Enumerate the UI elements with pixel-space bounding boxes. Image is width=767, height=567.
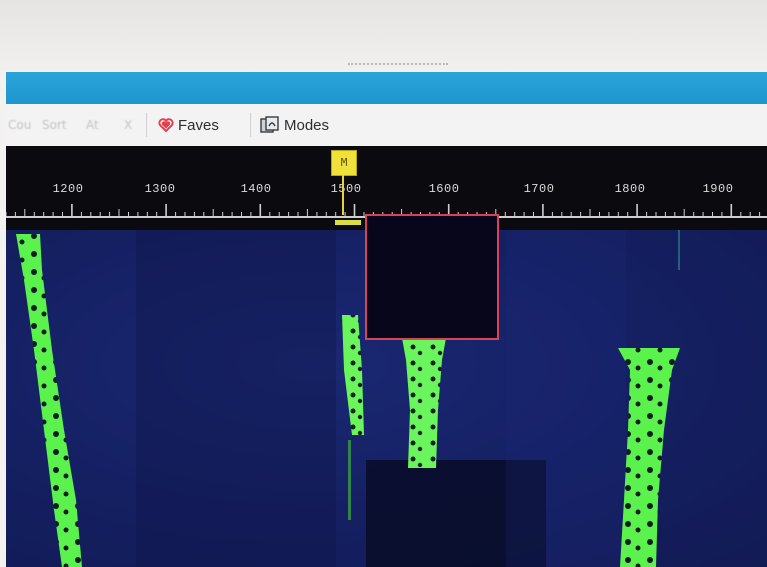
signal-bandwidth-marker[interactable] <box>335 220 361 225</box>
signal-trace <box>16 234 82 567</box>
ruler-tick-label: 1600 <box>428 182 460 196</box>
tuning-marker[interactable]: M <box>331 150 357 176</box>
ruler-tick-label: 1300 <box>144 182 176 196</box>
tuning-marker-stem <box>342 175 344 215</box>
signal-trace <box>348 440 351 520</box>
ruler-tick-label: 1200 <box>52 182 84 196</box>
faves-button[interactable]: Faves <box>158 113 219 137</box>
toolbar-ghost-item[interactable]: X <box>124 118 133 132</box>
faves-label: Faves <box>178 116 219 134</box>
toolbar-ghost-item[interactable]: Sort <box>42 118 67 132</box>
signal-trace <box>402 338 446 468</box>
toolbar-ghost-item[interactable]: At <box>86 118 99 132</box>
waterfall-signals <box>6 230 767 567</box>
toolbar-separator <box>250 113 251 137</box>
title-resize-grip[interactable] <box>348 63 448 69</box>
modes-label: Modes <box>284 116 330 134</box>
ruler-tick-label: 1400 <box>240 182 272 196</box>
toolbar-ghost-item[interactable]: Cou <box>8 118 32 132</box>
signal-trace <box>342 315 364 435</box>
signal-trace <box>618 348 680 567</box>
ruler-tick-label: 1800 <box>614 182 646 196</box>
ruler-tick-label: 1900 <box>702 182 734 196</box>
heart-icon <box>158 118 174 133</box>
selection-box[interactable] <box>365 214 499 340</box>
ruler-tick-label: 1700 <box>523 182 555 196</box>
waterfall-display[interactable] <box>6 230 767 567</box>
window-top-area <box>0 0 767 70</box>
toolbar: Cou Sort At X Faves Modes <box>6 104 767 147</box>
ruler-tick-label: 1500 <box>330 182 362 196</box>
signal-trace <box>678 230 680 270</box>
toolbar-separator <box>146 113 147 137</box>
modes-icon <box>260 116 279 133</box>
window-title-bar <box>6 72 767 104</box>
modes-button[interactable]: Modes <box>260 113 329 137</box>
